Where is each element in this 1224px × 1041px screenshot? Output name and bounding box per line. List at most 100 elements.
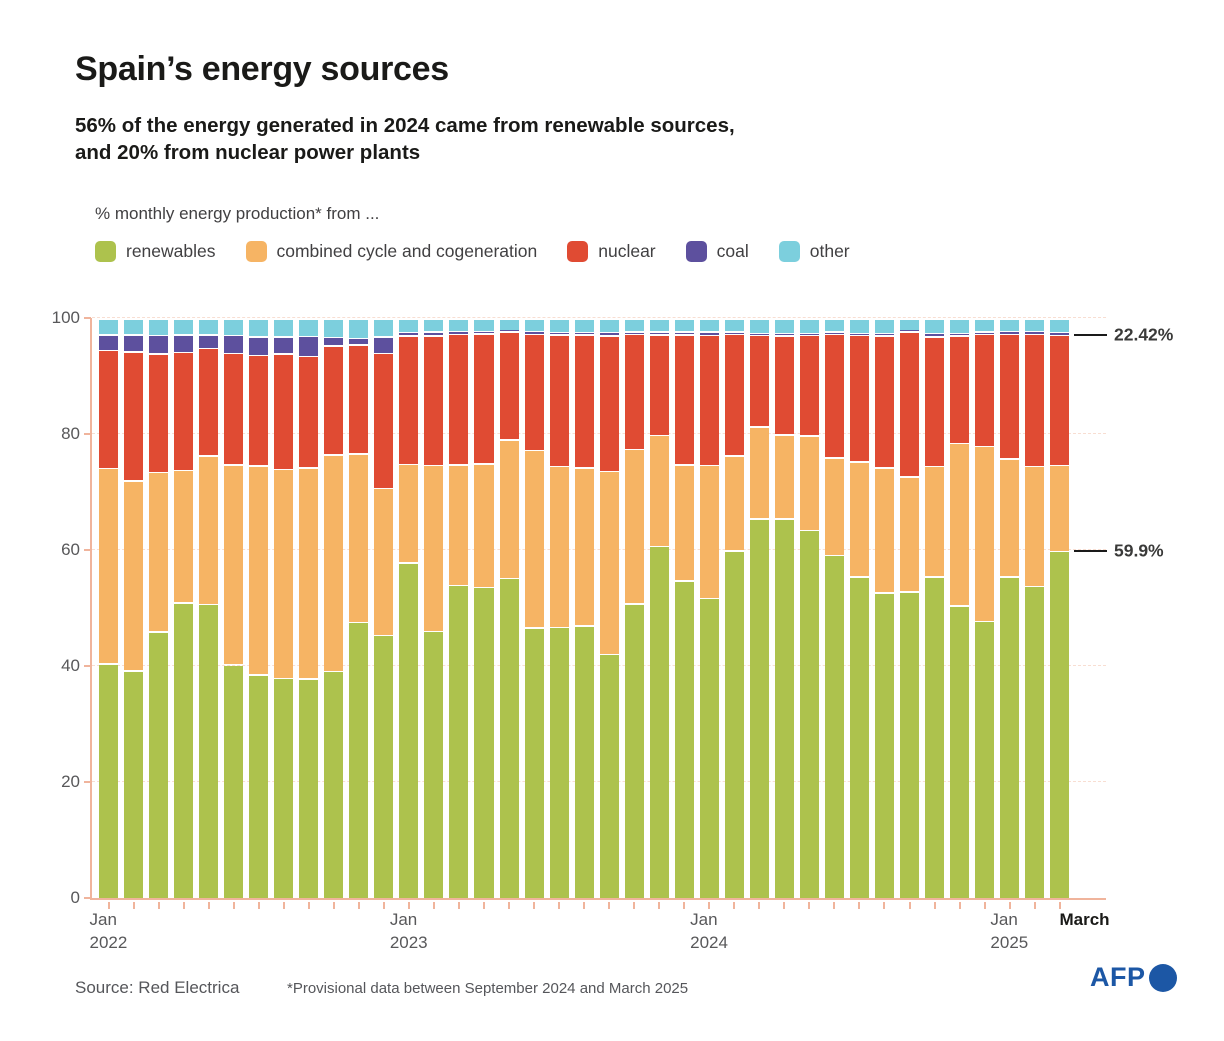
bar-segment-combined-cycle: [449, 465, 469, 585]
legend-item-label: nuclear: [598, 241, 656, 261]
bar-segment-nuclear: [299, 357, 319, 468]
legend-item-label: renewables: [126, 241, 216, 261]
bar-segment-nuclear: [774, 336, 794, 434]
bar-segment-other: [174, 319, 194, 335]
bar-segment-coal: [549, 333, 569, 335]
bar-segment-nuclear: [199, 349, 219, 456]
x-axis-label: March: [1059, 910, 1110, 929]
bar-segment-coal: [749, 333, 769, 335]
bar-segment-combined-cycle: [950, 444, 970, 606]
bar-segment-renewables: [1000, 577, 1020, 898]
bar-segment-other: [649, 319, 669, 332]
bar-segment-combined-cycle: [349, 454, 369, 622]
bar-segment-other: [674, 319, 694, 332]
bar-segment-combined-cycle: [149, 473, 169, 632]
y-axis-label: 40: [61, 656, 80, 675]
bar-column: [321, 318, 346, 898]
bar-segment-renewables: [975, 622, 995, 898]
bar-segment-nuclear: [874, 336, 894, 468]
bar-segment-combined-cycle: [524, 451, 544, 628]
source-credit: Source: Red Electrica: [75, 978, 240, 997]
bar-segment-other: [424, 319, 444, 332]
bar-segment-other: [774, 319, 794, 333]
y-axis-label: 60: [61, 540, 80, 559]
bar-segment-coal: [824, 332, 844, 334]
bar-segment-other: [99, 319, 119, 335]
bar-segment-coal: [449, 332, 469, 334]
bar-segment-coal: [699, 332, 719, 335]
bar-segment-renewables: [824, 556, 844, 898]
bar-segment-coal: [424, 332, 444, 336]
bar-column: [171, 318, 196, 898]
bar-segment-other: [324, 319, 344, 337]
bar-segment-nuclear: [474, 334, 494, 463]
bar-segment-nuclear: [799, 336, 819, 436]
bar-segment-combined-cycle: [224, 465, 244, 665]
bar-segment-renewables: [224, 665, 244, 898]
bar-segment-coal: [975, 332, 995, 334]
y-axis-label: 80: [61, 424, 80, 443]
bar-segment-other: [699, 319, 719, 332]
bar-segment-combined-cycle: [1050, 466, 1070, 551]
bar-segment-combined-cycle: [249, 466, 269, 675]
bar-segment-other: [474, 319, 494, 331]
bar-column: [897, 318, 922, 898]
bar-segment-combined-cycle: [724, 456, 744, 550]
bar-segment-nuclear: [849, 336, 869, 462]
bar-column: [647, 318, 672, 898]
bar-column: [622, 318, 647, 898]
bar-segment-renewables: [874, 593, 894, 898]
bar-segment-coal: [274, 337, 294, 354]
bar-segment-combined-cycle: [274, 470, 294, 678]
x-axis-label: Jan 2024: [690, 910, 728, 952]
renewables-swatch-icon: [95, 241, 116, 262]
bar-segment-renewables: [499, 579, 519, 898]
afp-globe-icon: [1148, 963, 1177, 992]
bar-segment-renewables: [799, 531, 819, 898]
bar-column: [572, 318, 597, 898]
bar-segment-renewables: [549, 628, 569, 898]
bar-segment-renewables: [324, 672, 344, 898]
bar-segment-coal: [199, 335, 219, 348]
legend: renewables combined cycle and cogenerati…: [95, 241, 850, 262]
bar-segment-other: [499, 319, 519, 330]
bar-segment-coal: [399, 333, 419, 336]
bar-segment-coal: [925, 334, 945, 336]
bar-column: [371, 318, 396, 898]
legend-item-renewables: renewables: [95, 241, 216, 262]
bar-column: [847, 318, 872, 898]
bar-segment-coal: [1025, 332, 1045, 334]
bar-column: [246, 318, 271, 898]
bar-segment-nuclear: [724, 335, 744, 456]
subtitle-line-1: 56% of the energy generated in 2024 came…: [75, 114, 735, 137]
bar-segment-nuclear: [649, 335, 669, 435]
bar-segment-nuclear: [524, 335, 544, 450]
bar-segment-renewables: [199, 605, 219, 898]
bar-column: [597, 318, 622, 898]
bar-segment-combined-cycle: [975, 447, 995, 621]
bar-segment-other: [274, 319, 294, 336]
bar-segment-nuclear: [1050, 336, 1070, 465]
bar-segment-renewables: [349, 623, 369, 898]
bar-segment-coal: [1050, 333, 1070, 335]
stacked-bar-chart: 0 20 40 60 80 100 22.42% 59.9% Jan 2022 Jan 2023 Ja…: [0, 308, 1224, 970]
bar-segment-coal: [99, 335, 119, 350]
bar-segment-nuclear: [624, 335, 644, 449]
bar-segment-combined-cycle: [1025, 467, 1045, 586]
y-axis-label: 0: [70, 888, 80, 907]
bar-segment-other: [249, 319, 269, 336]
y-axis-tick: [84, 781, 91, 783]
bar-segment-other: [900, 319, 920, 330]
y-axis-tick: [84, 433, 91, 435]
bar-segment-nuclear: [224, 354, 244, 465]
bar-segment-nuclear: [900, 332, 920, 477]
bar-segment-renewables: [149, 632, 169, 898]
bars: [96, 318, 1072, 898]
bar-segment-coal: [224, 336, 244, 353]
bar-segment-coal: [149, 336, 169, 354]
bar-segment-other: [124, 319, 144, 335]
bar-segment-nuclear: [674, 335, 694, 465]
nuclear-swatch-icon: [567, 241, 589, 262]
bar-segment-combined-cycle: [900, 477, 920, 592]
